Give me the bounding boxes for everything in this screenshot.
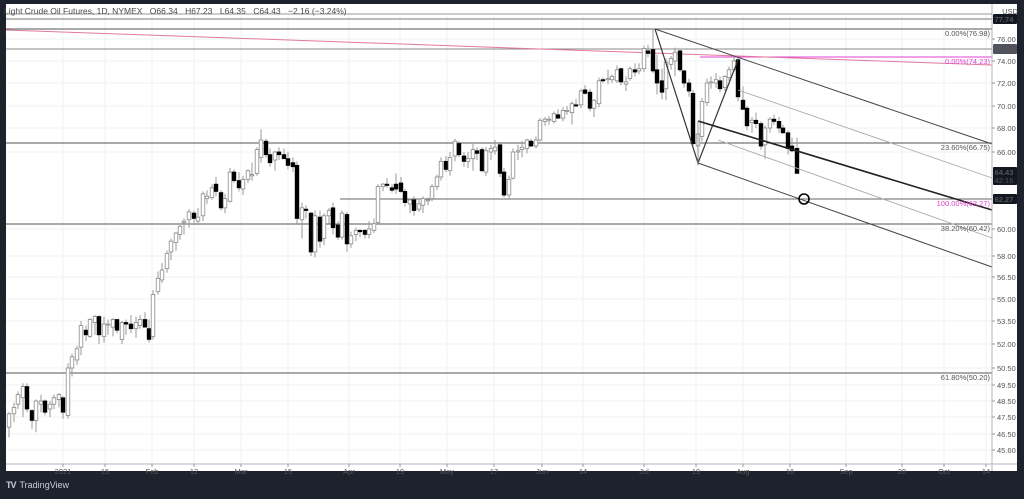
svg-text:USD: USD [1002,7,1018,16]
svg-text:47.50: 47.50 [997,413,1016,422]
svg-text:49.50: 49.50 [997,381,1016,390]
svg-text:Mar: Mar [235,467,248,476]
svg-text:20: 20 [898,467,906,476]
svg-text:12: 12 [190,467,198,476]
svg-text:61.80%(50.20): 61.80%(50.20) [941,373,991,382]
svg-text:66.00: 66.00 [997,148,1016,157]
svg-text:Sep: Sep [839,467,852,476]
svg-text:48.50: 48.50 [997,397,1016,406]
svg-text:Jul: Jul [639,467,649,476]
svg-text:70.00: 70.00 [997,102,1016,111]
ohlc-close: C64.43 [253,6,281,16]
svg-text:53.50: 53.50 [997,317,1016,326]
svg-text:64.43: 64.43 [995,168,1014,177]
symbol-name: Light Crude Oil Futures, 1D, NYMEX [4,6,143,16]
horizontal-lines [5,13,993,374]
svg-text:62.27: 62.27 [995,195,1014,204]
ohlc-high: H67.23 [185,6,213,16]
tradingview-brand: TradingView [19,480,70,490]
svg-text:14: 14 [579,467,587,476]
tradingview-branding[interactable]: TV TradingView [6,480,69,490]
svg-text:38.20%(60.42): 38.20%(60.42) [941,224,991,233]
ohlc-low: L64.35 [219,6,246,16]
svg-text:Aug: Aug [736,467,749,476]
svg-text:60.00: 60.00 [997,225,1016,234]
svg-text:56.50: 56.50 [997,273,1016,282]
svg-text:46.50: 46.50 [997,430,1016,439]
svg-text:Apr: Apr [343,467,355,476]
svg-text:Jun: Jun [536,467,548,476]
svg-text:68.00: 68.00 [997,124,1016,133]
svg-text:15: 15 [284,467,292,476]
svg-text:0.00%(76.98): 0.00%(76.98) [945,29,991,38]
svg-text:76.00: 76.00 [997,35,1016,44]
svg-text:0.00%(74.23): 0.00%(74.23) [945,57,991,66]
svg-text:72.00: 72.00 [997,79,1016,88]
svg-text:52.00: 52.00 [997,340,1016,349]
symbol-legend: Light Crude Oil Futures, 1D, NYMEX O66.3… [4,6,352,16]
ohlc-open: O66.34 [149,6,178,16]
svg-text:Feb: Feb [146,467,159,476]
svg-text:77.74: 77.74 [995,15,1015,24]
svg-text:14: 14 [982,467,990,476]
svg-text:58.00: 58.00 [997,252,1016,261]
svg-text:55.00: 55.00 [997,295,1016,304]
candles [6,28,800,438]
svg-text:74.00: 74.00 [997,57,1016,66]
svg-text:16: 16 [786,467,794,476]
svg-text:19: 19 [692,467,700,476]
time-axis[interactable]: 2021 15 Feb 12 Mar 15 Apr 19 May 17 Jun 14 Jul 19 Aug 1… [6,463,1017,476]
drawings: 0.00%(76.98) 23.60%(66.75) 38.20%(60.42) 61… [654,28,993,382]
svg-text:15: 15 [101,467,109,476]
grid-lines [6,14,992,464]
svg-text:17: 17 [490,467,498,476]
svg-text:50.50: 50.50 [997,364,1016,373]
tradingview-logo-icon: TV [6,480,16,490]
price-axis[interactable]: USD 76.00 74.00 72.00 70.00 68.00 66.00 60.00 58… [991,4,1018,471]
svg-text:100.00%(62.27): 100.00%(62.27) [937,199,991,208]
svg-text:42:16: 42:16 [995,176,1014,185]
ohlc-change: −2.16 (−3.24%) [288,6,347,16]
svg-text:19: 19 [396,467,404,476]
svg-text:2021: 2021 [55,467,72,476]
svg-text:45.60: 45.60 [997,446,1016,455]
svg-text:May: May [440,467,454,476]
svg-text:Oct: Oct [938,467,951,476]
svg-text:74.95: 74.95 [995,45,1014,54]
svg-text:23.60%(66.75): 23.60%(66.75) [941,143,991,152]
